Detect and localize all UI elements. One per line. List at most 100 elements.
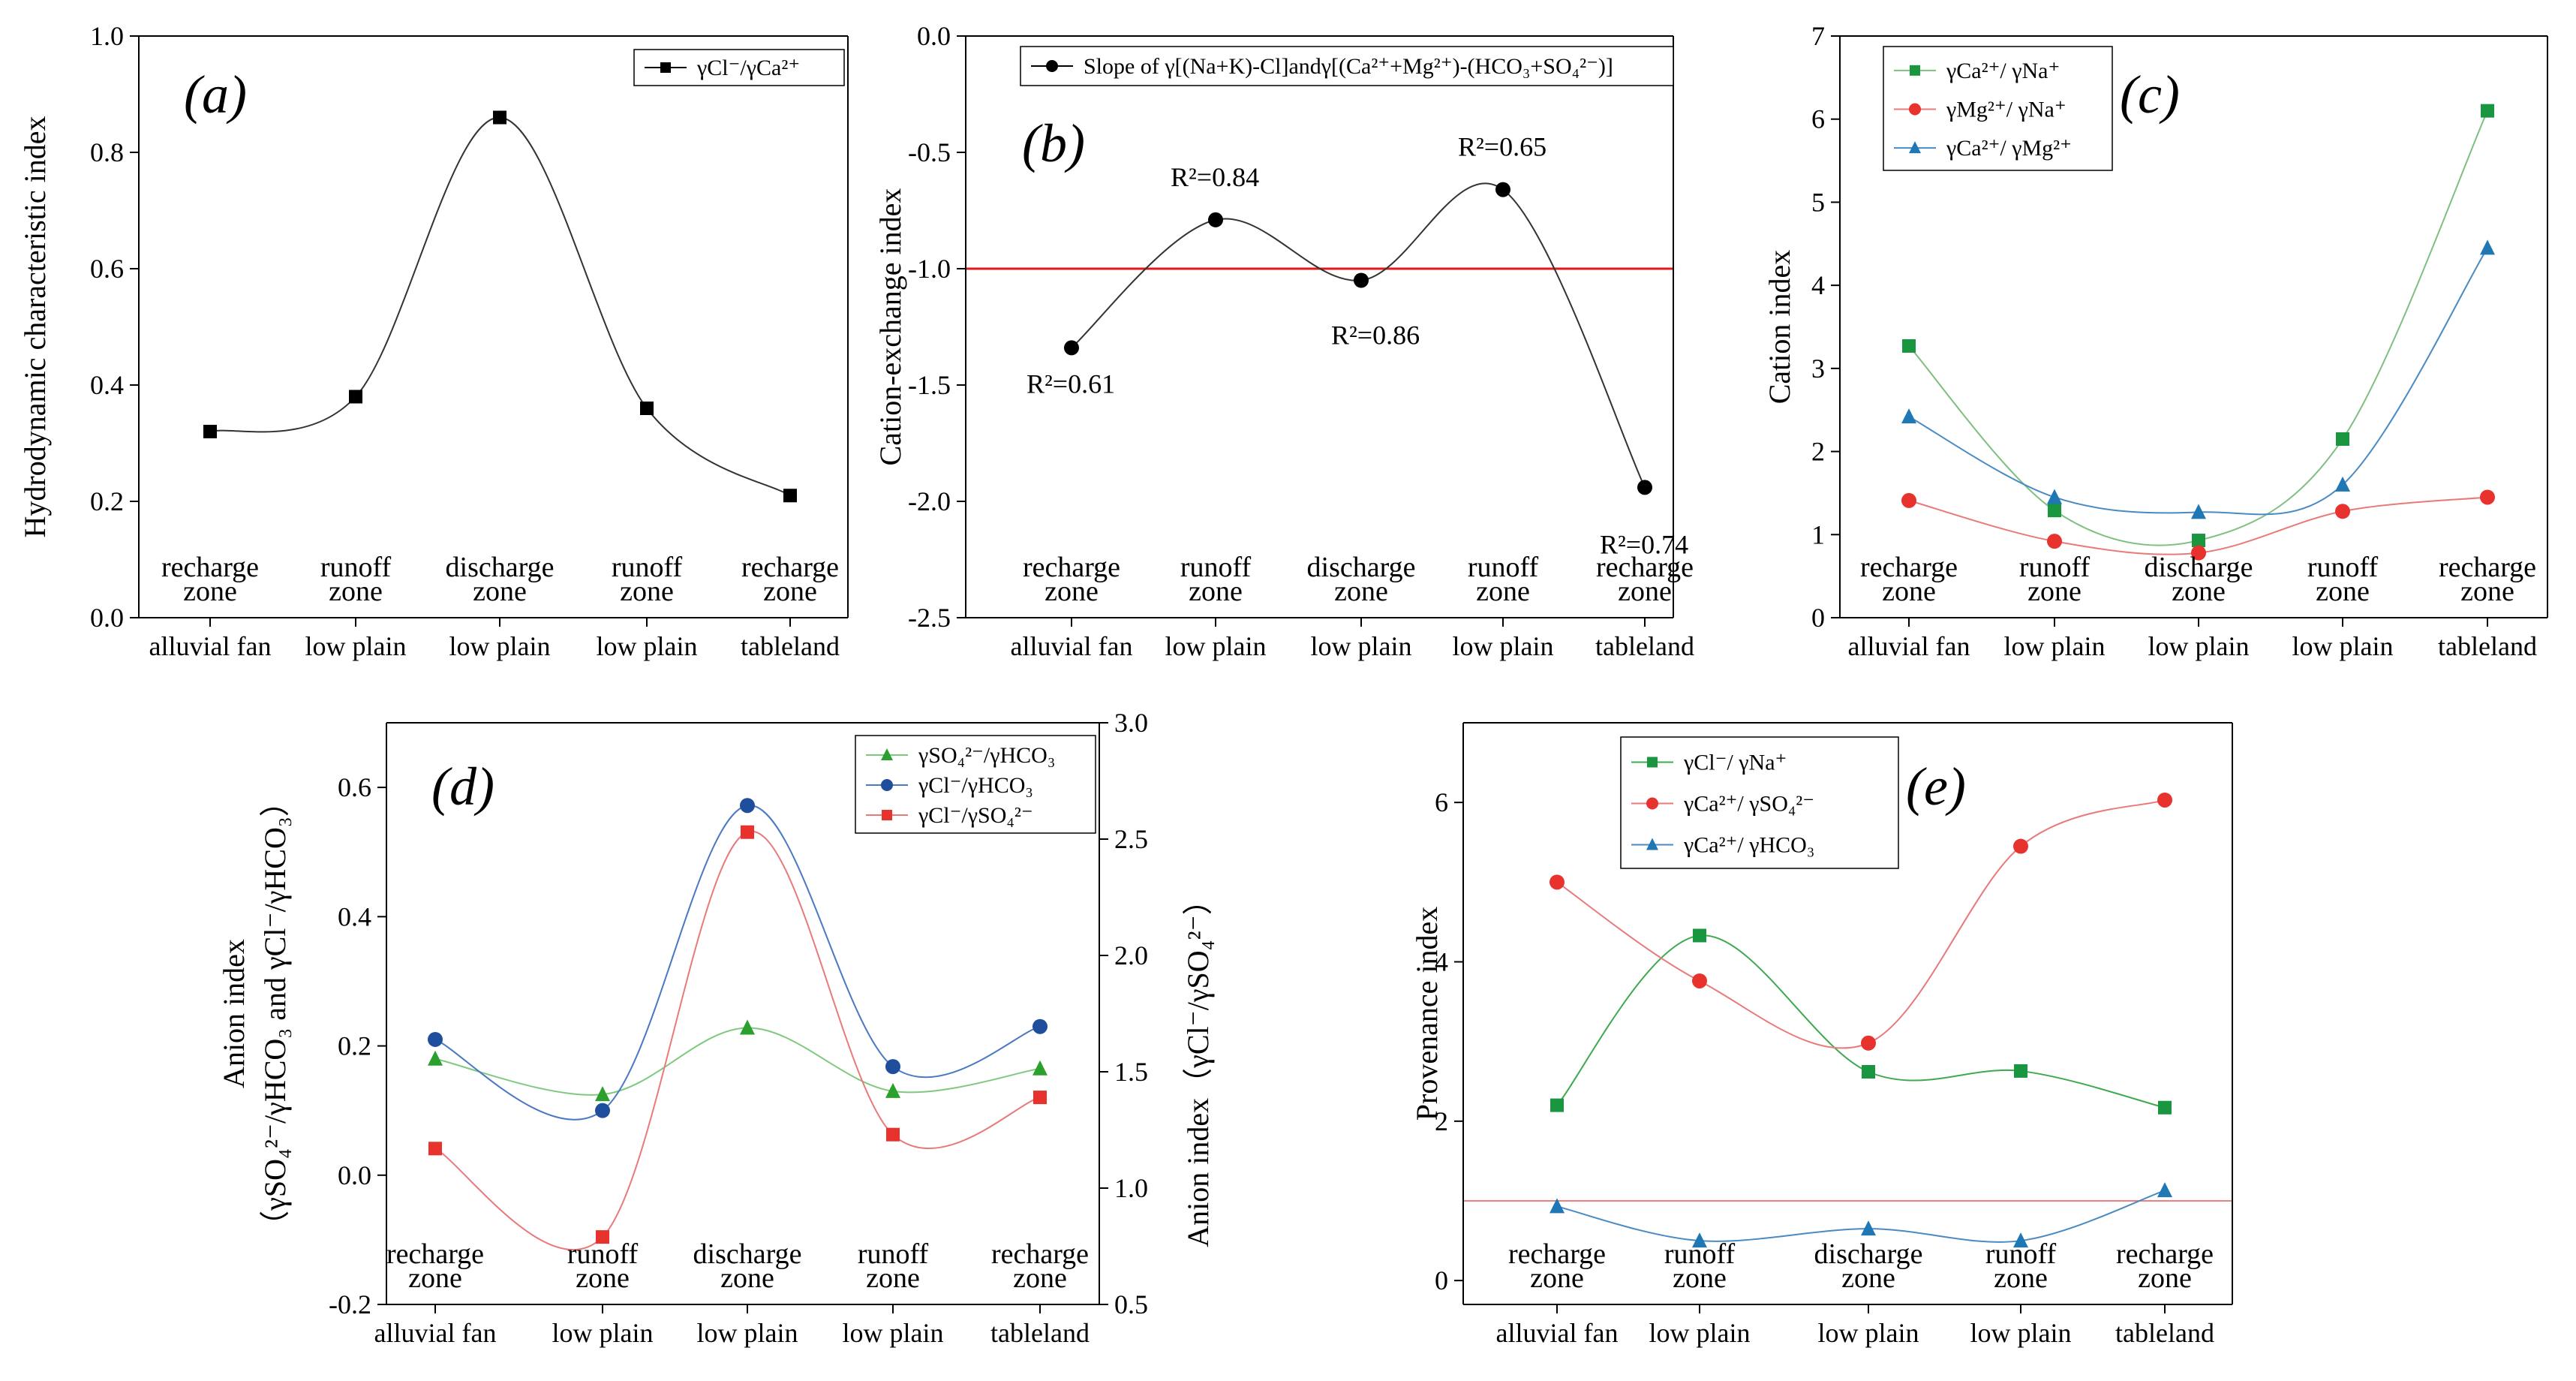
panel-label: (a)	[184, 65, 247, 125]
y-tick-label: 0	[1435, 1265, 1448, 1295]
series-line-0	[209, 116, 791, 497]
zone-word: zone	[1618, 576, 1672, 607]
zone-word: runoff	[612, 552, 683, 583]
zone-label: recharge zone	[2439, 552, 2536, 607]
panel-label: (b)	[1022, 113, 1085, 173]
data-point-2-0	[1901, 408, 1916, 424]
y-tick-label: 0.4	[90, 370, 124, 400]
y-tick-label: 0.6	[90, 254, 124, 284]
legend-box	[1020, 46, 1674, 86]
zone-label: recharge zone	[1023, 552, 1120, 607]
data-point-1-2	[740, 798, 755, 814]
legend: Slope of γ[(Na+K)-Cl]andγ[(Ca²⁺+Mg²⁺)-(H…	[1020, 46, 1674, 86]
data-point-0-4	[1033, 1060, 1048, 1076]
data-point-0-1	[1693, 928, 1706, 943]
y-tick-label: 4	[1435, 946, 1448, 976]
legend-marker	[1646, 838, 1658, 850]
y-axis-title: Provenance index	[1410, 907, 1444, 1121]
zone-label: recharge zone	[2116, 1238, 2214, 1294]
data-point-0-2	[1354, 272, 1369, 288]
zone-label: runoff zone	[567, 1238, 639, 1294]
data-point-0-0	[1902, 338, 1916, 353]
zone-word: recharge	[1860, 552, 1958, 583]
data-point-2-4	[2157, 1182, 2172, 1198]
zone-label: runoff zone	[1468, 552, 1539, 607]
zone-word: runoff	[320, 552, 392, 583]
data-point-2-4	[1033, 1091, 1047, 1105]
data-point-2-2	[2191, 504, 2206, 519]
zone-word: discharge	[2145, 552, 2253, 583]
zone-word: discharge	[693, 1238, 802, 1270]
legend-marker	[881, 748, 893, 760]
zone-word: recharge	[161, 552, 259, 583]
data-point-1-4	[1033, 1018, 1048, 1034]
y-tick-label: 0.8	[90, 137, 124, 167]
y-tick-label: -1.5	[908, 370, 951, 400]
x-tick-label: tableland	[741, 631, 840, 661]
panel-label: (e)	[1906, 757, 1966, 817]
y-tick-label: -2.5	[908, 603, 951, 633]
data-point-2-3	[2335, 476, 2350, 492]
series-line-0	[1908, 110, 2488, 546]
y-axis-title: Anion index	[217, 939, 251, 1088]
zone-word: discharge	[1307, 552, 1416, 583]
zone-label: recharge zone	[741, 552, 839, 607]
legend-marker	[881, 779, 893, 791]
y-axis-title: Hydrodynamic characteristic index	[18, 116, 52, 538]
x-tick-label: alluvial fan	[149, 631, 272, 661]
data-point-0-1	[349, 390, 362, 404]
x-tick-label: low plain	[449, 631, 551, 661]
x-tick-label: low plain	[843, 1318, 944, 1348]
data-point-0-1	[595, 1086, 610, 1102]
x-tick-label: alluvial fan	[1848, 631, 1970, 661]
zone-word: zone	[1673, 1262, 1727, 1294]
data-point-2-0	[1550, 1198, 1565, 1214]
zone-label: runoff zone	[2019, 552, 2091, 607]
data-point-0-4	[1637, 480, 1652, 495]
series-line-0	[1071, 182, 1646, 488]
zone-word: recharge	[741, 552, 839, 583]
zone-word: zone	[1045, 576, 1099, 607]
r2-label: R²=0.65	[1458, 132, 1547, 162]
y-axis-title: Cation-exchange index	[873, 188, 907, 466]
data-point-0-2	[1862, 1065, 1875, 1079]
data-point-0-2	[493, 110, 506, 125]
zone-word: zone	[576, 1262, 630, 1294]
zone-word: recharge	[1508, 1238, 1606, 1270]
zone-label: recharge zone	[1860, 552, 1958, 607]
zone-label: discharge zone	[1307, 552, 1416, 607]
y-tick-label: 0	[1811, 603, 1825, 633]
x-tick-label: low plain	[1970, 1318, 2072, 1348]
y2-tick-label: 1.0	[1114, 1173, 1148, 1203]
data-point-1-4	[2157, 792, 2172, 808]
x-tick-label: low plain	[2292, 631, 2394, 661]
y2-tick-label: 1.5	[1114, 1057, 1148, 1087]
data-point-2-1	[2047, 489, 2062, 504]
data-point-0-0	[1064, 340, 1079, 356]
legend-label: γMg²⁺/ γNa⁺	[1946, 98, 2067, 122]
data-point-1-1	[1692, 973, 1707, 988]
zone-word: zone	[1530, 1262, 1584, 1294]
zone-label: recharge zone	[386, 1238, 484, 1294]
data-point-0-3	[2336, 432, 2349, 446]
zone-label: discharge zone	[2145, 552, 2253, 607]
zone-word: zone	[1476, 576, 1530, 607]
zone-word: runoff	[2019, 552, 2091, 583]
zone-word: zone	[2316, 576, 2370, 607]
data-point-0-2	[2192, 534, 2205, 548]
legend-label: γCa²⁺/ γNa⁺	[1946, 59, 2060, 83]
y-tick-label: 2	[1811, 437, 1825, 467]
y2-tick-label: 0.5	[1114, 1289, 1148, 1319]
zone-word: zone	[408, 1262, 462, 1294]
x-tick-label: low plain	[2148, 631, 2250, 661]
data-point-2-1	[1692, 1232, 1707, 1248]
zone-word: runoff	[858, 1238, 929, 1270]
legend-label: γCa²⁺/ γMg²⁺	[1946, 136, 2072, 161]
zone-word: zone	[329, 576, 383, 607]
r2-label: R²=0.86	[1331, 320, 1420, 351]
r2-label: R²=0.84	[1171, 162, 1259, 192]
zone-word: runoff	[567, 1238, 639, 1270]
data-point-2-4	[2480, 239, 2495, 255]
